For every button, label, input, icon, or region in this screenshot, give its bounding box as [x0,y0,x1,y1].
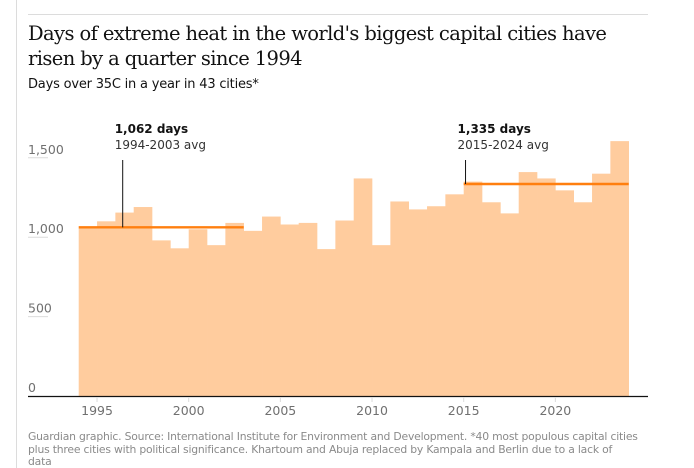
bar-2015 [463,181,483,396]
x-tick-label-2010: 2010 [356,403,388,418]
x-tick-label-2000: 2000 [173,403,205,418]
y-tick-label-500: 500 [28,301,52,316]
y-tick-label-1000: 1,000 [28,221,64,236]
bar-1999 [170,248,189,396]
bar-2017 [500,213,519,396]
bar-2003 [243,230,263,396]
x-tick-label-2015: 2015 [448,403,480,418]
average-period-label-2: 2015-2024 avg [458,138,549,152]
bar-2000 [188,229,208,396]
top-divider [28,14,648,15]
bar-2018 [518,172,538,396]
bar-1995 [97,221,116,396]
x-tick-label-2005: 2005 [264,403,296,418]
average-value-label-2: 1,335 days [458,122,531,136]
bar-2013 [427,206,446,396]
bar-2023 [610,141,629,396]
bar-2020 [555,190,574,396]
chart-subtitle: Days over 35C in a year in 43 cities* [28,77,259,92]
bar-2021 [573,202,593,396]
x-tick-label-1995: 1995 [81,403,113,418]
y-tick-label-0: 0 [28,380,36,395]
bar-2006 [298,222,318,396]
bar-2019 [537,178,556,396]
x-tick-label-2020: 2020 [539,403,571,418]
y-axis: 0 500 1,000 1,500 [28,142,64,395]
bar-1994 [78,228,98,396]
y-tick-label-1500: 1,500 [28,142,64,157]
bar-2011 [390,201,409,396]
bar-2004 [262,216,281,396]
left-border-rule [16,0,17,468]
bar-2008 [335,220,354,396]
average-value-label-1: 1,062 days [115,122,188,136]
bar-2016 [482,202,501,396]
bar-1996 [115,212,134,396]
bar-2014 [445,194,464,396]
bar-1998 [152,240,171,396]
source-note: Guardian graphic. Source: International … [28,431,638,468]
bar-2012 [408,209,428,396]
chart-title: Days of extreme heat in the world's bigg… [28,22,607,70]
bar-2002 [225,222,244,396]
x-axis: 1995 2000 2005 2010 2015 2020 [28,395,648,418]
average-period-label-1: 1994-2003 avg [115,138,206,152]
bar-2001 [207,245,226,396]
bar-2007 [317,249,336,396]
bar-2022 [592,173,611,396]
average-annotations: 1,062 days 1994-2003 avg 1,335 days 2015-20… [78,122,629,229]
bars-group [78,141,629,396]
bar-2009 [353,178,373,396]
bar-2010 [372,245,391,396]
bar-1997 [133,207,153,396]
bar-2005 [280,224,299,396]
